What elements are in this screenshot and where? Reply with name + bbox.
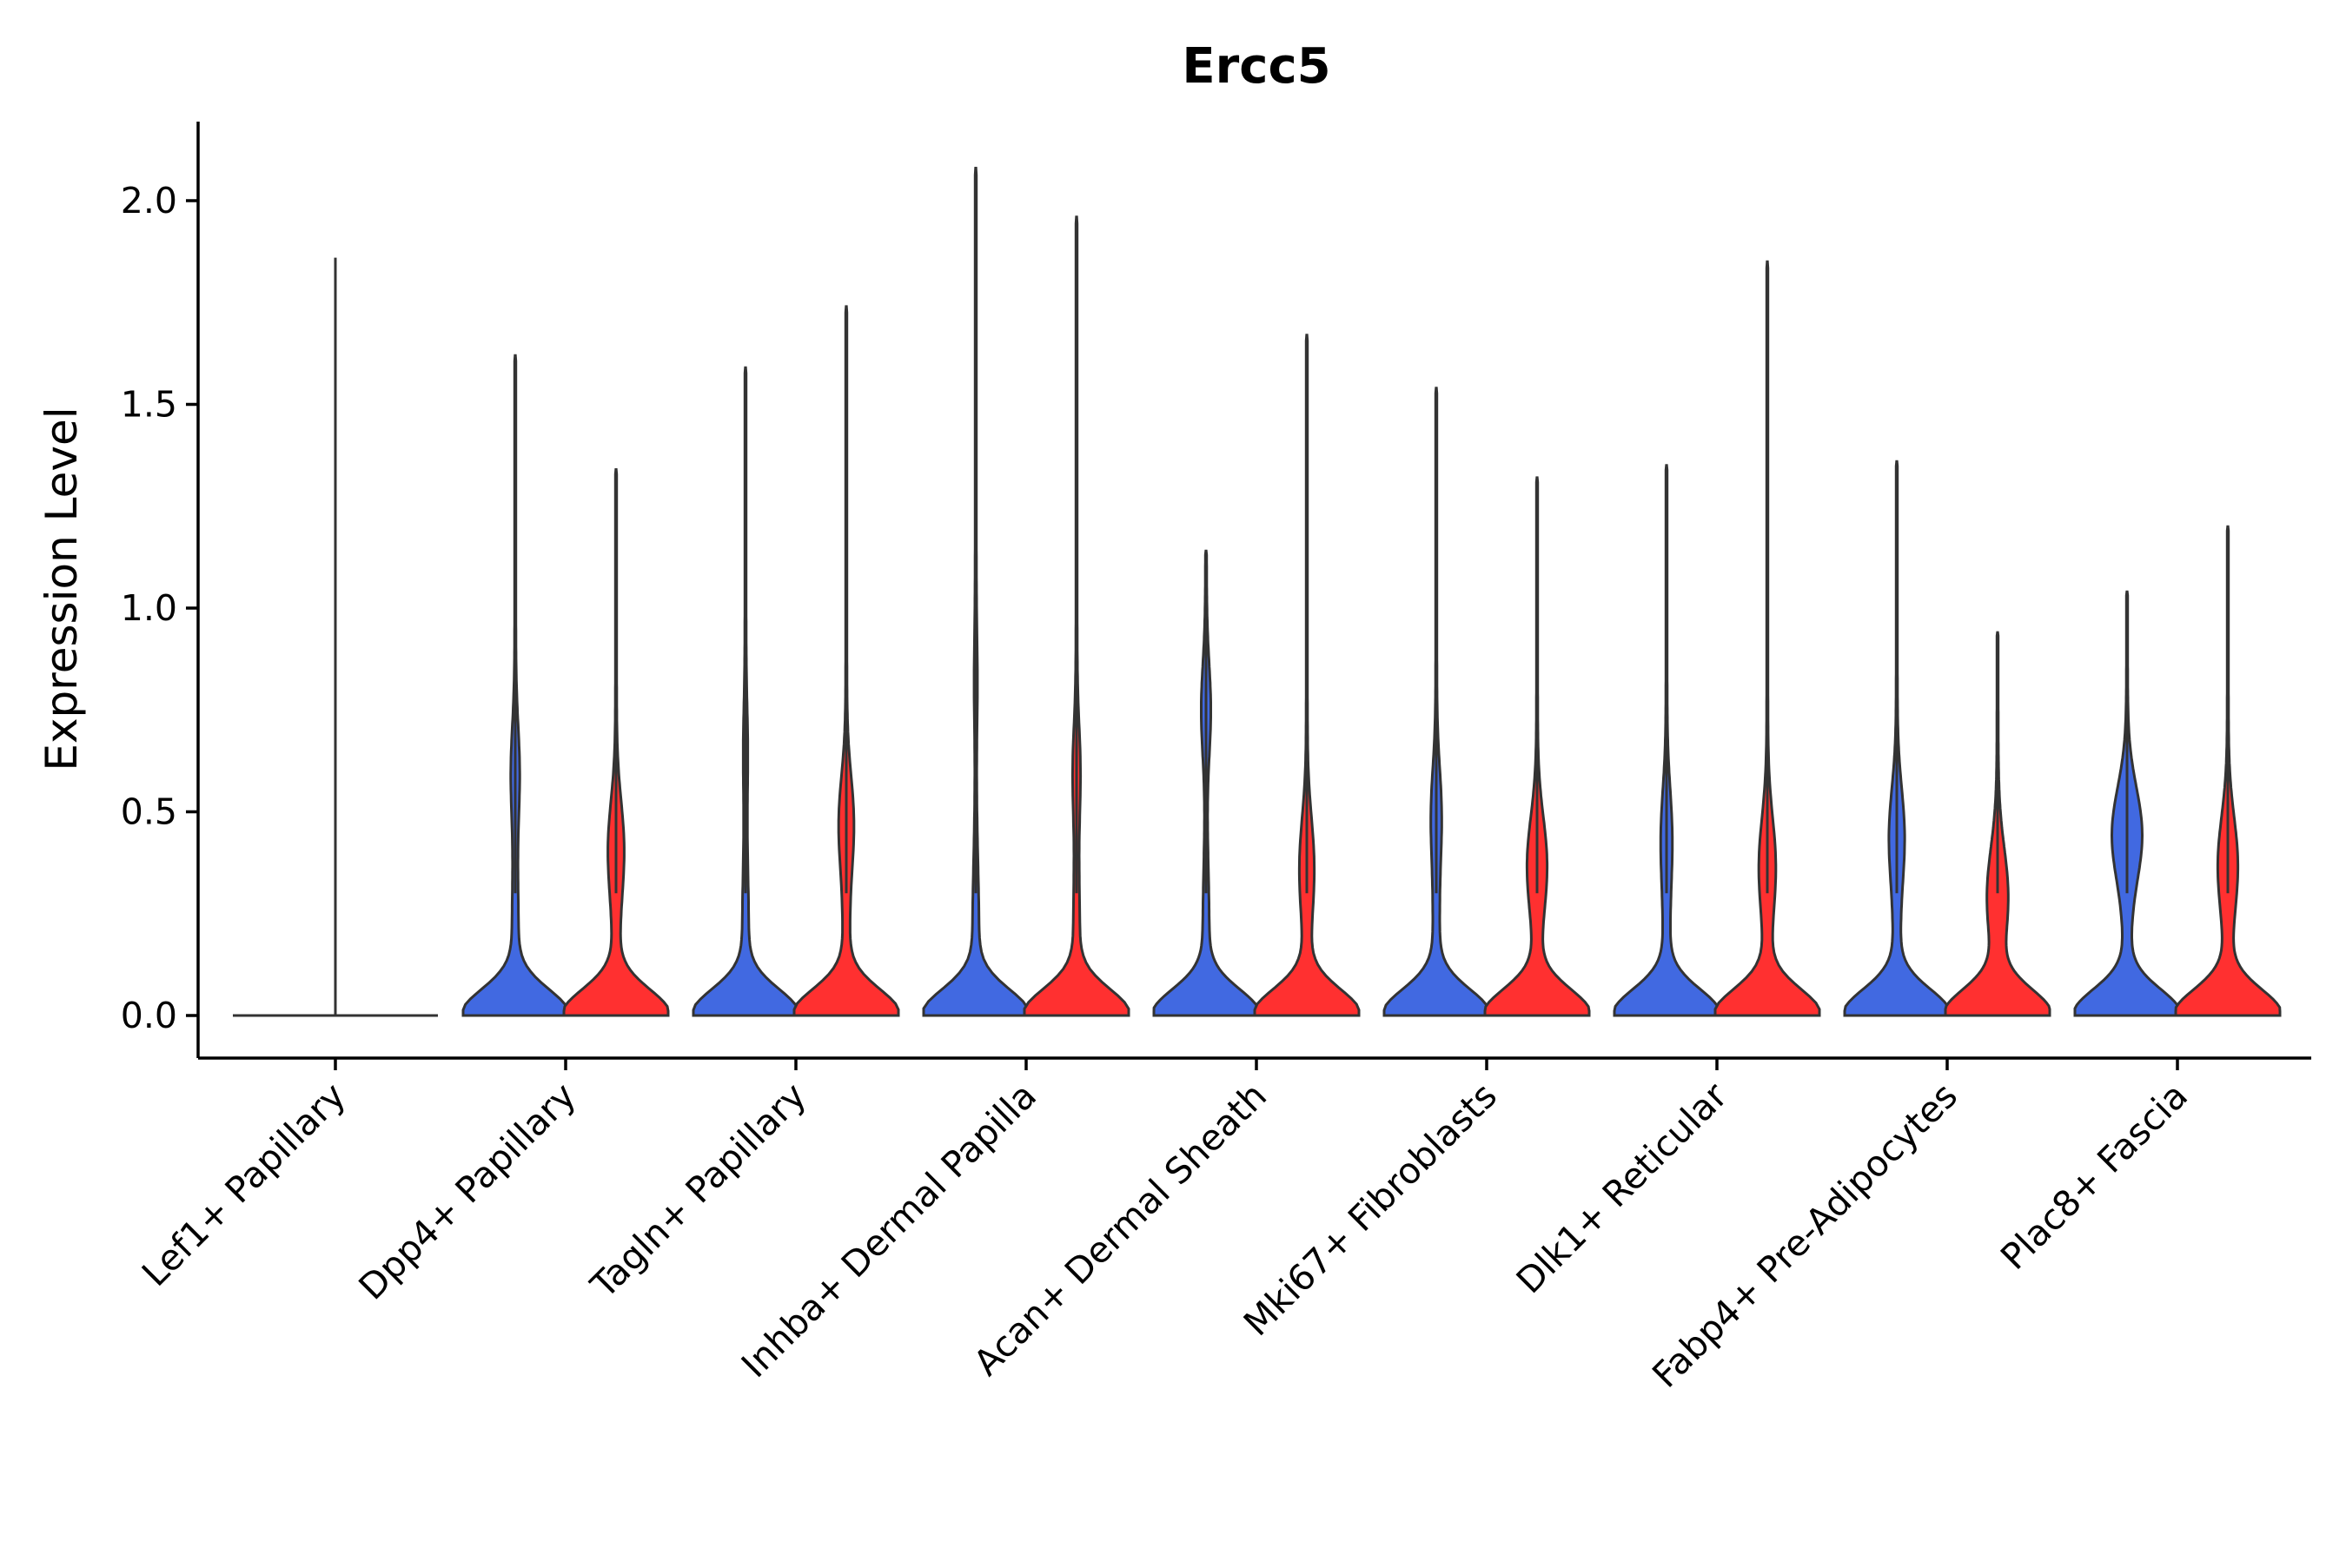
chart-title: Ercc5: [1182, 38, 1330, 95]
x-tick-label: Tagln+ Papillary: [582, 1075, 814, 1307]
y-tick-label: 2.0: [121, 180, 177, 222]
x-tick-label: Mki67+ Fibroblasts: [1236, 1075, 1505, 1344]
x-tick-label: Plac8+ Fascia: [1992, 1075, 2196, 1278]
x-tick-label: Dlk1+ Reticular: [1508, 1075, 1735, 1301]
y-axis-label: Expression Level: [36, 407, 87, 771]
y-tick-label: 1.0: [121, 587, 177, 629]
x-tick-label: Lef1+ Papillary: [134, 1075, 354, 1294]
y-tick-label: 0.5: [121, 791, 177, 833]
y-tick-label: 0.0: [121, 995, 177, 1036]
x-tick-label: Dpp4+ Papillary: [351, 1075, 584, 1307]
violins-layer: [233, 167, 2282, 1017]
y-tick-label: 1.5: [121, 384, 177, 426]
